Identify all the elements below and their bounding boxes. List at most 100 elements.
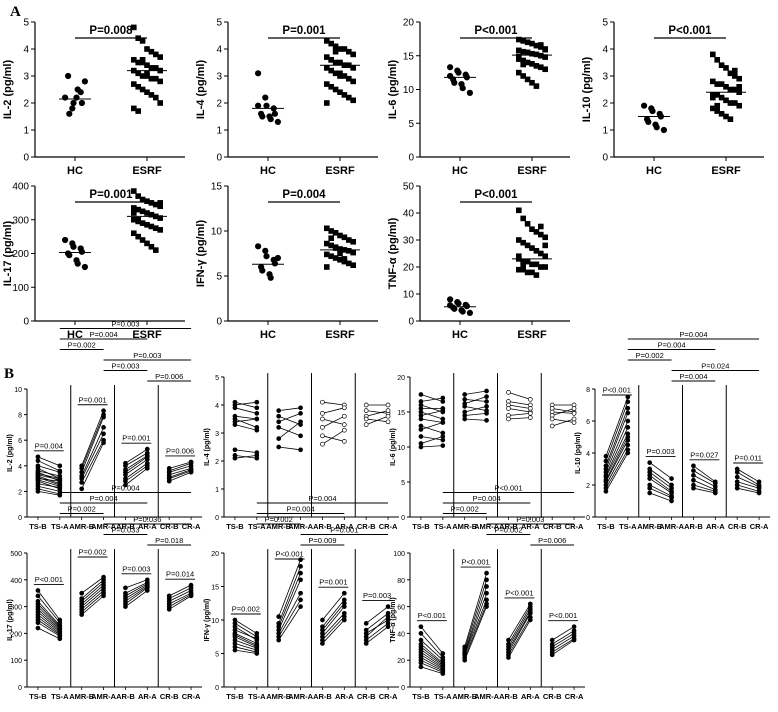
pair-line xyxy=(420,394,443,402)
pair-line xyxy=(551,635,575,650)
y-tick-label: 200 xyxy=(12,249,29,260)
x-tick-label: AR-B xyxy=(313,692,332,701)
pair-line xyxy=(605,427,629,476)
pair-line xyxy=(322,606,345,634)
x-tick-label: AMR-A xyxy=(91,522,117,531)
after-point xyxy=(484,590,489,596)
pair-line xyxy=(464,572,487,647)
after-point xyxy=(341,422,347,427)
esrf-point xyxy=(144,198,150,204)
before-point xyxy=(276,444,282,450)
pair-line xyxy=(552,408,575,413)
hc-point xyxy=(466,309,473,316)
esrf-point xyxy=(346,260,352,267)
pair-line xyxy=(420,397,443,402)
before-point xyxy=(418,624,424,630)
before-point xyxy=(35,593,41,599)
chart-a-1: 0 1 2 3 4 5 IL-4 (pg/ml) HC ESRF P=0.001 xyxy=(195,18,378,177)
pair-line xyxy=(37,619,61,636)
pair-line xyxy=(464,396,487,404)
after-point xyxy=(484,577,489,583)
panel-a: 0 1 2 3 4 5 IL-2 (pg/ml) HC ESRF P=0.008 0 1 2 3 4 5 IL-… xyxy=(2,18,764,341)
esrf-point xyxy=(148,211,155,218)
hc-point xyxy=(259,113,266,120)
esrf-point xyxy=(718,111,725,117)
after-point xyxy=(298,604,303,609)
y-tick-label: 2 xyxy=(18,489,22,496)
hc-point xyxy=(267,274,274,281)
x-tick-label: AR-B xyxy=(116,692,135,701)
after-point xyxy=(385,604,391,609)
esrf-point xyxy=(538,231,544,238)
after-point xyxy=(625,418,631,424)
before-point xyxy=(363,620,369,626)
y-axis-title: IL-4 (pg/ml) xyxy=(204,428,211,466)
pair-line xyxy=(81,440,104,483)
esrf-point xyxy=(131,188,137,194)
esrf-point xyxy=(723,113,729,120)
esrf-point xyxy=(538,42,544,48)
pair-line xyxy=(605,433,629,478)
pair-line xyxy=(278,415,301,425)
after-point xyxy=(625,405,631,411)
esrf-point xyxy=(538,264,544,270)
esrf-point xyxy=(148,48,155,55)
pair-line xyxy=(420,657,444,670)
between-p-value: P=0.018 xyxy=(155,536,183,545)
hc-point xyxy=(66,110,73,117)
x-tick-label: ESRF xyxy=(517,165,547,177)
before-point xyxy=(418,660,424,666)
panel-label-a: A xyxy=(10,4,21,20)
hc-point xyxy=(455,69,462,76)
hc-point xyxy=(69,105,76,112)
pair-line xyxy=(737,487,760,494)
hc-point xyxy=(274,254,281,262)
p-value-label: P=0.001 xyxy=(89,189,133,201)
x-tick-label: AR-B xyxy=(116,522,135,531)
y-tick-label: 4 xyxy=(18,464,22,471)
chart-a-3: 0 1 2 3 4 5 IL-10 (pg/ml) HC ESRF P<0.001 xyxy=(581,18,764,177)
x-tick-label: ESRF xyxy=(325,165,355,177)
hc-point xyxy=(271,260,278,267)
within-p-value: P=0.001 xyxy=(319,578,347,587)
before-point xyxy=(506,416,511,422)
pair-line xyxy=(234,407,257,414)
esrf-point xyxy=(516,47,522,54)
pair-line xyxy=(278,413,301,423)
esrf-point xyxy=(324,81,330,87)
after-point xyxy=(298,419,303,425)
x-tick-label: TS-A xyxy=(51,692,69,701)
after-point xyxy=(298,447,303,453)
esrf-point xyxy=(533,63,540,69)
pair-line xyxy=(234,646,257,653)
esrf-point xyxy=(350,78,356,85)
x-tick-label: CR-A xyxy=(182,692,201,701)
pair-line xyxy=(169,470,192,479)
x-tick-label: CR-A xyxy=(379,522,398,531)
esrf-point xyxy=(131,24,137,31)
esrf-point xyxy=(524,76,531,83)
pair-line xyxy=(737,481,760,489)
pair-line xyxy=(552,408,575,416)
pair-line xyxy=(278,559,301,617)
pair-line xyxy=(649,471,672,489)
after-point xyxy=(298,433,303,439)
within-p-value: P=0.003 xyxy=(647,447,675,456)
x-tick-label: CR-B xyxy=(357,522,376,531)
esrf-point xyxy=(516,237,522,243)
esrf-point xyxy=(542,253,548,259)
panel-label-b: B xyxy=(4,366,14,382)
pair-line xyxy=(81,433,104,479)
pair-line xyxy=(366,415,389,425)
between-p-value: P=0.003 xyxy=(516,515,544,524)
pair-line xyxy=(125,587,148,605)
before-point xyxy=(123,482,128,488)
pair-line xyxy=(234,636,257,648)
hc-point xyxy=(78,248,85,255)
esrf-point xyxy=(135,108,141,114)
after-point xyxy=(440,651,446,656)
within-p-value: P=0.003 xyxy=(363,591,391,600)
esrf-point xyxy=(524,49,531,56)
x-tick-label: ESRF xyxy=(132,165,162,177)
